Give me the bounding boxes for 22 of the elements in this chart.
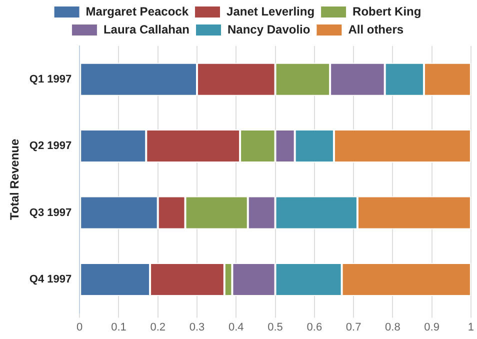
x-tick-label: 0.3 — [189, 321, 205, 334]
y-axis-title: Total Revenue — [8, 138, 22, 220]
x-tick-label: 0.2 — [150, 321, 166, 334]
x-tick-label: 0 — [76, 321, 83, 334]
x-tick-label: 0.7 — [346, 321, 362, 334]
legend-label: All others — [348, 22, 404, 36]
legend-label: Robert King — [352, 4, 422, 18]
x-tick-label: 0.8 — [385, 321, 400, 334]
x-tick-label: 0.5 — [268, 321, 283, 334]
y-tick-label: Q1 1997 — [29, 73, 72, 86]
legend-label: Janet Leverling — [226, 4, 315, 18]
y-tick-label: Q4 1997 — [29, 273, 72, 286]
legend-label: Margaret Peacock — [86, 4, 189, 18]
x-tick-label: 0.4 — [228, 321, 244, 334]
legend-label: Nancy Davolio — [227, 22, 310, 36]
x-tick-label: 0.9 — [424, 321, 440, 334]
x-tick-label: 1 — [468, 321, 474, 334]
y-tick-label: Q2 1997 — [29, 140, 72, 152]
y-tick-label: Q3 1997 — [29, 206, 72, 219]
x-tick-label: 0.1 — [111, 321, 126, 334]
x-tick-label: 0.6 — [306, 321, 322, 334]
legend-label: Laura Callahan — [103, 22, 190, 36]
